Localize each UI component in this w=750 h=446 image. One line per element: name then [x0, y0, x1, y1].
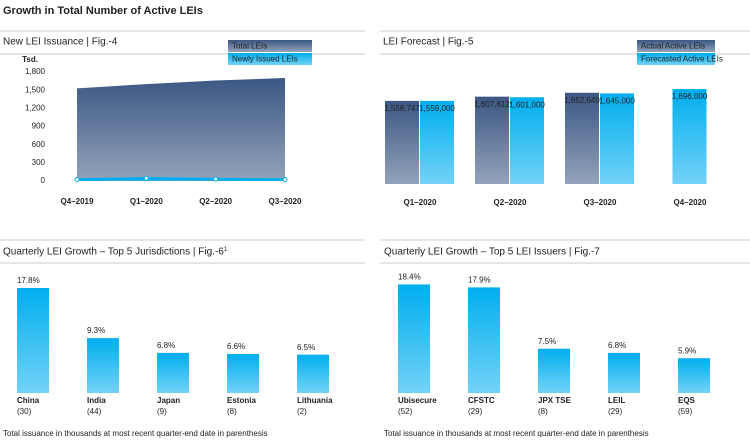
legend-label: Forecasted Active LEIs — [641, 55, 723, 64]
point — [143, 175, 149, 181]
x-tick-label: Q4–2020 — [674, 198, 707, 207]
x-tick-label: India — [87, 396, 106, 405]
footnote: Total issuance in thousands at most rece… — [3, 429, 268, 438]
area-line — [76, 177, 286, 181]
category-note: (8) — [227, 407, 237, 416]
legend-swatch — [228, 40, 312, 52]
bar — [678, 358, 710, 393]
x-tick-label: Q1–2020 — [130, 197, 163, 206]
legend-swatch — [228, 53, 312, 65]
bar — [87, 338, 119, 393]
value-label: 1,607,612 — [474, 100, 510, 109]
category-note: (8) — [538, 407, 548, 416]
bar — [297, 354, 329, 393]
value-label: 1,696,000 — [672, 92, 708, 101]
page-title: Growth in Total Number of Active LEIs — [3, 5, 203, 17]
panel-title: Quarterly LEI Growth – Top 5 LEI Issuers… — [384, 247, 600, 258]
y-tick-label: 600 — [32, 140, 46, 149]
bar — [468, 287, 500, 393]
bar — [398, 284, 430, 393]
x-tick-label: JPX TSE — [538, 396, 572, 405]
title-note: 1 — [224, 247, 228, 253]
value-label: 17.8% — [17, 276, 40, 285]
x-tick-label: Q4–2019 — [61, 197, 94, 206]
bar — [608, 352, 640, 393]
x-tick-label: China — [17, 396, 40, 405]
x-tick-label: Q1–2020 — [404, 198, 437, 207]
value-label: 6.8% — [608, 341, 626, 350]
y-tick-label: 1,800 — [25, 67, 46, 76]
bar — [600, 93, 634, 184]
value-label: 6.5% — [297, 343, 315, 352]
bar — [17, 287, 49, 393]
panel-title: Quarterly LEI Growth – Top 5 Jurisdictio… — [3, 247, 228, 258]
y-tick-label: 900 — [32, 122, 46, 131]
bar — [565, 92, 599, 184]
value-label: 1,558,747 — [384, 104, 420, 113]
bar — [420, 100, 454, 184]
x-tick-label: Estonia — [227, 396, 256, 405]
y-tick-label: 300 — [32, 158, 46, 167]
legend-label: Newly Issued LEIs — [232, 55, 298, 64]
panel-title: New LEI Issuance | Fig.-4 — [3, 37, 118, 48]
bar — [538, 348, 570, 393]
category-note: (30) — [17, 407, 32, 416]
bar — [475, 96, 509, 184]
legend-swatch — [637, 53, 715, 65]
bar — [672, 89, 707, 184]
x-tick-label: Lithuania — [297, 396, 333, 405]
x-tick-label: Japan — [157, 396, 180, 405]
category-note: (59) — [678, 407, 693, 416]
value-label: 1,652,649 — [564, 96, 600, 105]
value-label: 1,601,000 — [509, 100, 545, 109]
legend-swatch — [637, 40, 715, 52]
legend-label: Actual Active LEIs — [641, 42, 705, 51]
bar — [385, 100, 419, 184]
y-unit: Tsd. — [22, 55, 38, 64]
x-tick-label: Q2–2020 — [199, 197, 232, 206]
category-note: (44) — [87, 407, 102, 416]
value-label: 9.3% — [87, 326, 105, 335]
category-note: (52) — [398, 407, 413, 416]
bar — [510, 97, 544, 184]
value-label: 1,645,000 — [599, 97, 635, 106]
value-label: 17.9% — [468, 275, 491, 284]
x-tick-label: Q3–2020 — [269, 197, 302, 206]
y-tick-label: 1,200 — [25, 103, 46, 112]
legend-label: Total LEIs — [232, 42, 267, 51]
footnote: Total issuance in thousands at most rece… — [384, 429, 649, 438]
x-tick-label: EQS — [678, 396, 696, 405]
x-tick-label: Q3–2020 — [584, 198, 617, 207]
x-tick-label: Ubisecure — [398, 396, 437, 405]
value-label: 1,559,000 — [419, 104, 455, 113]
x-tick-label: Q2–2020 — [494, 198, 527, 207]
value-label: 6.8% — [157, 341, 175, 350]
point — [213, 176, 219, 182]
panel-title: LEI Forecast | Fig.-5 — [383, 37, 474, 48]
category-note: (29) — [608, 407, 623, 416]
bar — [157, 352, 189, 393]
y-tick-label: 1,500 — [25, 85, 46, 94]
x-tick-label: CFSTC — [468, 396, 495, 405]
bar — [227, 354, 259, 393]
area — [77, 78, 285, 181]
value-label: 6.6% — [227, 342, 245, 351]
value-label: 7.5% — [538, 337, 556, 346]
category-note: (29) — [468, 407, 483, 416]
point — [282, 176, 288, 182]
category-note: (2) — [297, 407, 307, 416]
value-label: 5.9% — [678, 346, 696, 355]
point — [74, 176, 80, 182]
category-note: (9) — [157, 407, 167, 416]
y-tick-label: 0 — [41, 176, 46, 185]
x-tick-label: LEIL — [608, 396, 625, 405]
value-label: 18.4% — [398, 273, 421, 282]
